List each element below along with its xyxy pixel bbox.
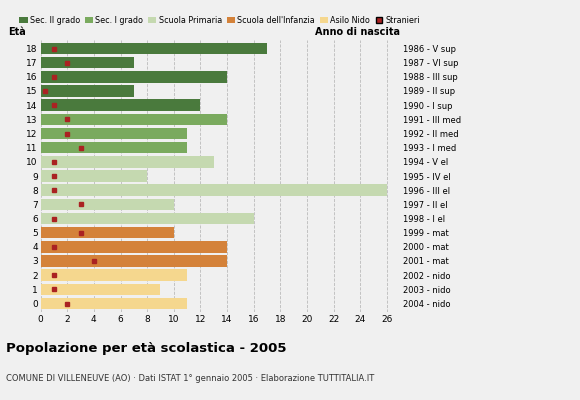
Bar xyxy=(41,227,174,238)
Bar xyxy=(41,156,214,168)
Bar xyxy=(41,43,267,54)
Bar xyxy=(41,198,174,210)
Bar xyxy=(41,170,147,182)
Bar xyxy=(41,184,387,196)
Bar xyxy=(41,71,227,83)
Bar xyxy=(41,298,187,309)
Bar xyxy=(41,114,227,125)
Bar xyxy=(41,128,187,139)
Text: Anno di nascita: Anno di nascita xyxy=(315,27,400,37)
Bar xyxy=(41,99,201,111)
Text: Popolazione per età scolastica - 2005: Popolazione per età scolastica - 2005 xyxy=(6,342,287,355)
Text: COMUNE DI VILLENEUVE (AO) · Dati ISTAT 1° gennaio 2005 · Elaborazione TUTTITALIA: COMUNE DI VILLENEUVE (AO) · Dati ISTAT 1… xyxy=(6,374,374,383)
Text: Età: Età xyxy=(8,27,26,37)
Bar xyxy=(41,241,227,253)
Bar xyxy=(41,85,134,97)
Bar xyxy=(41,213,253,224)
Bar xyxy=(41,269,187,281)
Bar xyxy=(41,255,227,267)
Legend: Sec. II grado, Sec. I grado, Scuola Primaria, Scuola dell'Infanzia, Asilo Nido, : Sec. II grado, Sec. I grado, Scuola Prim… xyxy=(20,16,420,25)
Bar xyxy=(41,284,161,295)
Bar xyxy=(41,142,187,154)
Bar xyxy=(41,57,134,68)
